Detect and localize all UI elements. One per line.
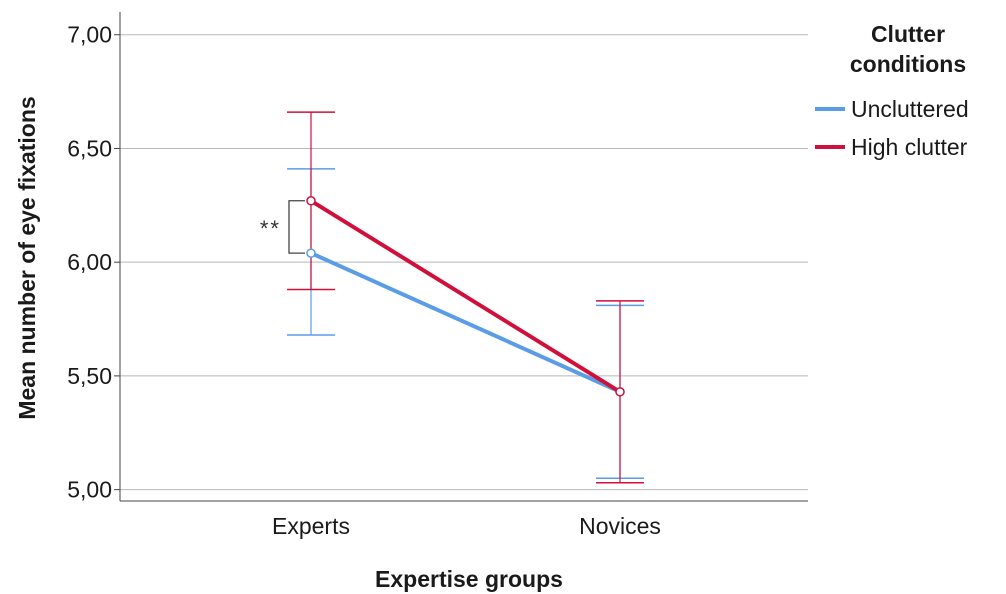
series-line-uncluttered [309, 251, 622, 394]
y-tick-labels: 5,00 5,50 6,00 6,50 7,00 [67, 22, 112, 503]
legend: Clutter conditions Uncluttered High clut… [815, 21, 969, 160]
point-high-clutter-1 [615, 387, 625, 397]
y-tick-label-4: 7,00 [67, 22, 112, 48]
significance-annotation: ** [260, 200, 305, 254]
point-uncluttered-0 [306, 248, 316, 258]
legend-title-line-1: Clutter [871, 21, 945, 47]
axes [114, 12, 808, 502]
x-tick-label-novices: Novices [579, 513, 661, 539]
point-high-clutter-0 [306, 196, 316, 206]
significance-bracket [288, 200, 305, 254]
x-tick-label-experts: Experts [272, 513, 350, 539]
legend-title-line-2: conditions [850, 51, 966, 77]
y-tick-label-2: 6,00 [67, 249, 112, 275]
y-tick-label-1: 5,50 [67, 363, 112, 389]
series-line-high-clutter [309, 198, 622, 394]
x-axis-label: Expertise groups [375, 566, 563, 592]
series-lines [309, 198, 622, 394]
gridlines [120, 34, 808, 491]
x-tick-labels: Experts Novices [272, 513, 661, 539]
legend-label-uncluttered: Uncluttered [851, 96, 969, 122]
y-tick-label-3: 6,50 [67, 135, 112, 161]
significance-marker: ** [260, 216, 281, 241]
y-axis-label: Mean number of eye fixations [14, 96, 40, 419]
y-tick-label-0: 5,00 [67, 477, 112, 503]
data-points [306, 196, 625, 397]
legend-label-high-clutter: High clutter [851, 134, 968, 160]
